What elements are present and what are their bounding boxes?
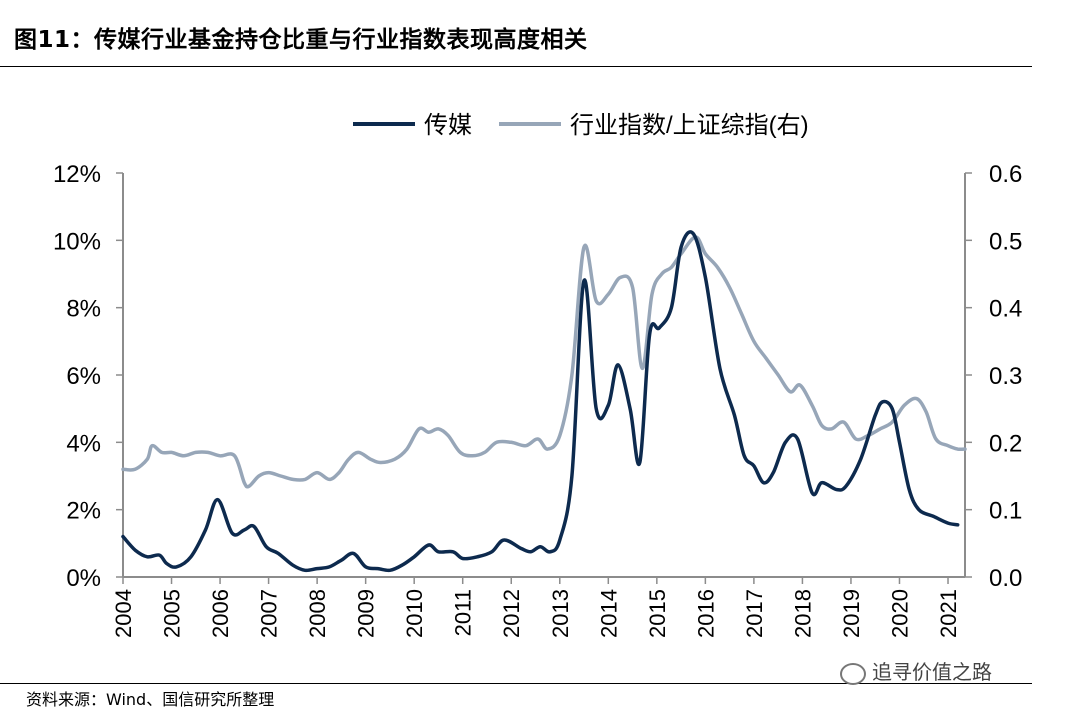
x-tick-label: 2011 [451,589,476,636]
watermark: 追寻价值之路 [840,656,992,685]
right-tick-label: 0.6 [989,161,1022,188]
footer-rule [0,683,1032,684]
x-tick-label: 2013 [548,589,573,638]
x-tick-label: 2012 [499,589,524,638]
watermark-text: 追寻价值之路 [872,660,992,684]
x-tick-label: 2005 [160,589,185,638]
right-tick-label: 0.1 [989,498,1022,525]
right-tick-label: 0.4 [989,296,1022,323]
left-tick-label: 6% [66,363,101,390]
left-tick-label: 0% [66,565,101,592]
series-line-index [121,235,967,489]
source-note: 资料来源：Wind、国信研究所整理 [26,690,275,709]
x-tick-label: 2009 [354,589,379,638]
right-tick-label: 0.5 [989,228,1022,255]
chart-title: 图11：传媒行业基金持仓比重与行业指数表现高度相关 [14,27,588,53]
left-tick-label: 12% [53,161,101,188]
left-tick-label: 10% [53,228,101,255]
x-tick-label: 2004 [111,589,136,638]
x-tick-label: 2019 [839,589,864,638]
legend: 传媒 行业指数/上证综指(右) [353,112,809,139]
axes: 0% 2% 4% 6% 8% 10% 12% 0.0 0.1 0.2 0.3 0.4 0.5 0.6 200… [53,161,1022,638]
x-tick-label: 2014 [596,589,621,638]
x-tick-label: 2008 [305,589,330,638]
legend-label-media: 传媒 [424,112,472,139]
left-tick-label: 4% [66,430,101,457]
legend-label-index: 行业指数/上证综指(右) [570,112,809,139]
x-tick-label: 2015 [645,589,670,638]
wechat-icon [840,662,866,685]
x-tick-label: 2007 [257,589,282,638]
x-tick-label: 2020 [887,589,912,638]
x-tick-label: 2018 [790,589,815,638]
series-line-media [121,230,960,573]
right-tick-label: 0.0 [989,565,1022,592]
x-tick-label: 2021 [936,589,961,638]
x-tick-label: 2017 [742,589,767,638]
right-tick-label: 0.2 [989,430,1022,457]
title-rule [0,66,1032,67]
right-tick-label: 0.3 [989,363,1022,390]
x-tick-label: 2006 [208,589,233,638]
left-tick-label: 2% [66,498,101,525]
left-tick-label: 8% [66,296,101,323]
x-tick-label: 2016 [693,589,718,638]
series-lines [121,230,967,573]
x-tick-label: 2010 [402,589,427,638]
